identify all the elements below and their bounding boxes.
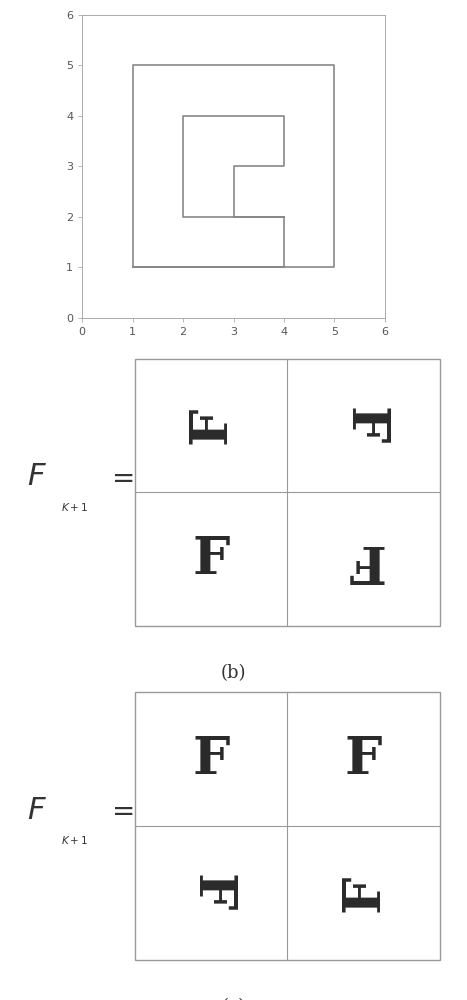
Text: (b): (b) [221,664,246,682]
Text: $K+1$: $K+1$ [61,501,88,513]
Text: $K+1$: $K+1$ [61,834,88,846]
Text: F: F [345,534,382,585]
Text: F: F [345,734,382,785]
Text: $F$: $F$ [27,461,47,492]
Text: $F$: $F$ [27,795,47,826]
Text: (a): (a) [221,366,246,384]
Text: F: F [185,874,237,912]
Text: $=$: $=$ [106,796,134,824]
Text: F: F [192,734,230,785]
Text: $=$: $=$ [106,463,134,491]
Text: F: F [338,407,389,444]
Text: F: F [338,874,389,912]
Text: F: F [185,407,237,444]
Bar [135,359,440,626]
Text: (c): (c) [221,998,246,1000]
Bar [135,692,440,960]
Text: F: F [192,534,230,585]
